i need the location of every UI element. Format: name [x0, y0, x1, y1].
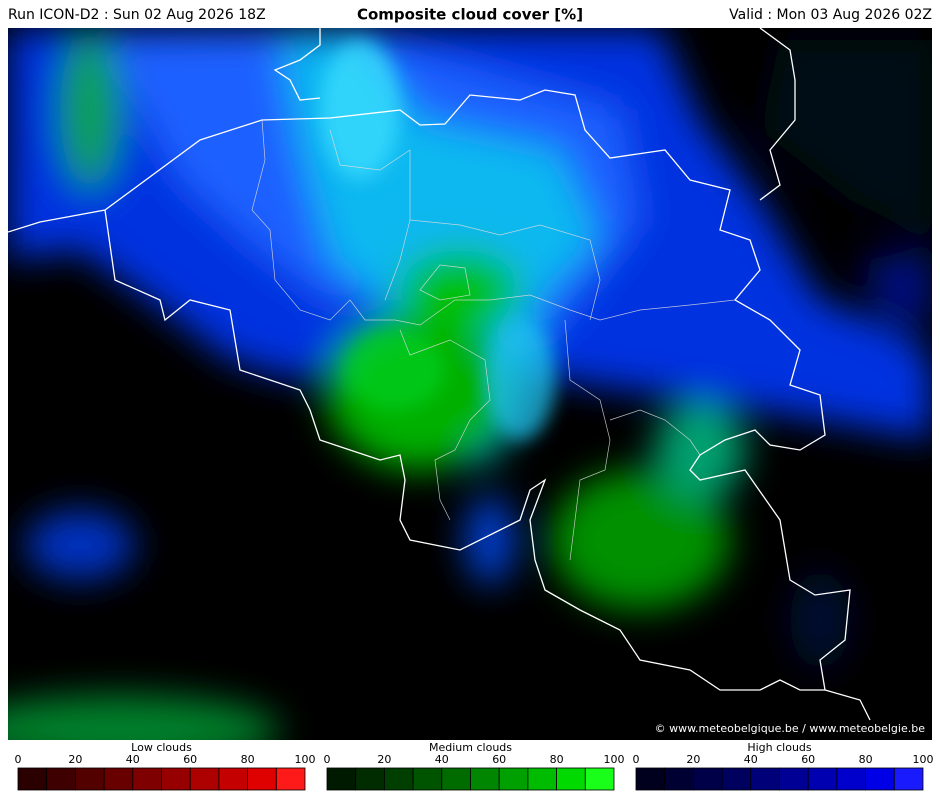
- legend-tick-label: 60: [183, 753, 197, 766]
- color-swatch: [355, 767, 385, 791]
- copyright: © www.meteobelgique.be / www.meteobelgie…: [655, 722, 926, 735]
- legend-tick-label: 100: [604, 753, 625, 766]
- color-swatch: [865, 767, 895, 791]
- color-swatch: [470, 767, 500, 791]
- color-swatch: [807, 767, 838, 791]
- color-swatch: [635, 767, 666, 791]
- color-swatch: [189, 767, 220, 791]
- color-swatch: [498, 767, 529, 791]
- color-swatch: [664, 767, 694, 791]
- color-swatch: [161, 767, 191, 791]
- legend-tick-label: 20: [686, 753, 700, 766]
- legends: Low clouds 0 20 40 60 80 100 Medium clouds 0 20 40…: [15, 741, 934, 791]
- color-swatch: [750, 767, 780, 791]
- color-swatch: [584, 767, 615, 791]
- legend-tick-label: 0: [633, 753, 640, 766]
- legend-tick-label: 100: [295, 753, 316, 766]
- legend-tick-label: 40: [126, 753, 140, 766]
- color-swatch: [103, 767, 134, 791]
- legend-title: Low clouds: [131, 741, 192, 754]
- color-swatch: [721, 767, 752, 791]
- legend-tick-label: 40: [435, 753, 449, 766]
- color-swatch: [383, 767, 414, 791]
- legend-tick-label: 60: [801, 753, 815, 766]
- legend-tick-label: 20: [68, 753, 82, 766]
- legend-tick-label: 0: [15, 753, 22, 766]
- legend-tick-label: 80: [859, 753, 873, 766]
- color-swatch: [556, 767, 586, 791]
- color-swatch: [779, 767, 809, 791]
- legend-tick-label: 80: [241, 753, 255, 766]
- legend-title: High clouds: [747, 741, 812, 754]
- legend-tick-label: 60: [492, 753, 506, 766]
- color-swatch: [132, 767, 162, 791]
- map: [8, 28, 932, 740]
- color-swatch: [326, 767, 357, 791]
- color-swatch: [836, 767, 867, 791]
- legend-tick-label: 20: [377, 753, 391, 766]
- color-swatch: [893, 767, 924, 791]
- color-swatch: [693, 767, 723, 791]
- color-swatch: [275, 767, 306, 791]
- color-swatch: [75, 767, 105, 791]
- color-swatch: [218, 767, 248, 791]
- valid-label: Valid : Mon 03 Aug 2026 02Z: [729, 7, 932, 23]
- color-swatch: [441, 767, 471, 791]
- legend-tick-label: 0: [324, 753, 331, 766]
- legend-tick-label: 100: [913, 753, 934, 766]
- map-title: Composite cloud cover [%]: [357, 6, 583, 24]
- legend-tick-label: 80: [550, 753, 564, 766]
- color-swatch: [527, 767, 558, 791]
- color-swatch: [247, 767, 277, 791]
- color-swatch: [412, 767, 443, 791]
- legend-title: Medium clouds: [429, 741, 512, 754]
- color-swatch: [17, 767, 48, 791]
- legend-tick-label: 40: [744, 753, 758, 766]
- run-label: Run ICON-D2 : Sun 02 Aug 2026 18Z: [8, 7, 266, 23]
- color-swatch: [46, 767, 76, 791]
